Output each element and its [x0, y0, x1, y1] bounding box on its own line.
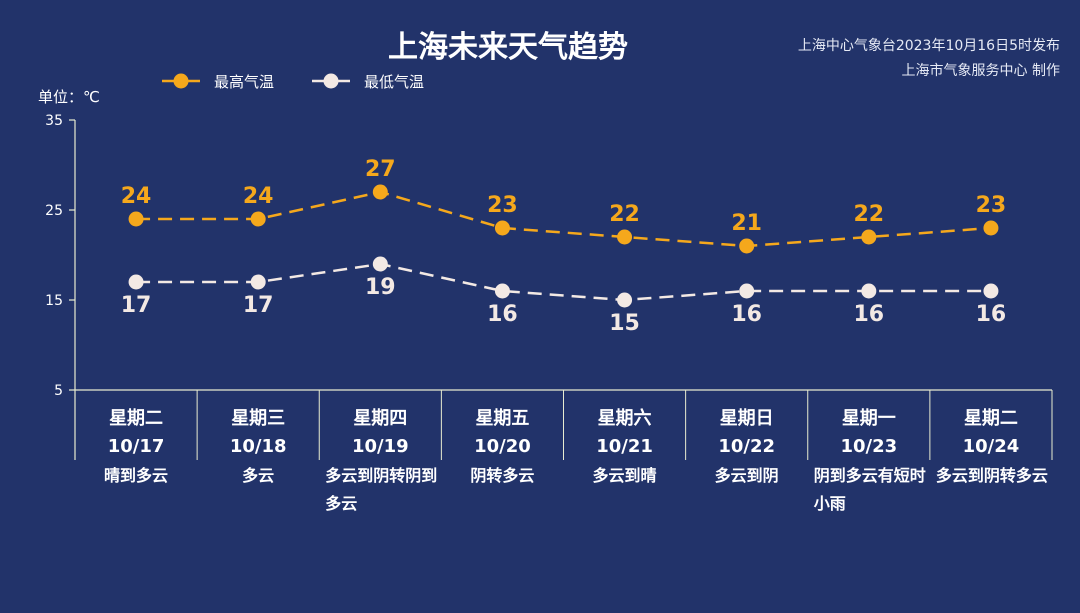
producer-line: 上海市气象服务中心 制作	[901, 63, 1060, 79]
unit-label: 单位：℃	[38, 88, 100, 106]
x-weekday-label: 星期六	[598, 407, 652, 429]
data-point-low	[250, 274, 266, 290]
legend-low-label: 最低气温	[364, 72, 425, 91]
weather-condition: 多云到阴转阴到多云	[325, 466, 438, 513]
x-date-label: 10/21	[596, 436, 653, 457]
x-date-label: 10/18	[230, 436, 287, 457]
data-label-low: 17	[121, 293, 152, 318]
issuer-line: 上海中心气象台2023年10月16日5时发布	[797, 38, 1060, 54]
y-tick-label: 5	[54, 383, 63, 399]
weather-condition: 多云	[242, 466, 275, 485]
x-date-label: 10/23	[840, 436, 897, 457]
data-label-low: 15	[609, 311, 640, 336]
legend-high: 最高气温	[160, 71, 274, 91]
data-label-high: 23	[976, 193, 1007, 218]
legend-low: 最低气温	[310, 71, 424, 91]
x-date-label: 10/17	[108, 436, 165, 457]
weather-condition: 多云到阴转多云	[935, 466, 1048, 485]
x-date-label: 10/24	[963, 436, 1020, 457]
data-point-low	[617, 292, 633, 308]
data-label-high: 24	[121, 184, 152, 209]
data-point-high	[617, 229, 633, 245]
data-point-low	[494, 283, 510, 299]
legend-high-marker	[162, 73, 200, 89]
x-date-label: 10/20	[474, 436, 531, 457]
data-label-low: 16	[731, 302, 762, 327]
weather-condition: 多云到晴	[592, 466, 657, 485]
x-weekday-label: 星期二	[964, 408, 1018, 429]
data-point-high	[372, 184, 388, 200]
y-tick-label: 35	[45, 113, 63, 129]
chart-title: 上海未来天气趋势	[388, 30, 628, 65]
data-point-high	[494, 220, 510, 236]
series-line-low	[136, 262, 991, 302]
weather-condition: 阴转多云	[470, 466, 535, 485]
weather-condition: 多云到阴	[714, 466, 779, 485]
data-label-low: 16	[854, 302, 885, 327]
x-weekday-label: 星期二	[109, 408, 163, 429]
x-weekday-label: 星期日	[720, 408, 774, 429]
data-point-low	[983, 283, 999, 299]
data-label-low: 16	[487, 302, 518, 327]
x-weekday-label: 星期五	[475, 408, 529, 429]
x-weekday-label: 星期三	[231, 408, 285, 429]
data-label-high: 24	[243, 184, 274, 209]
x-date-label: 10/22	[718, 436, 775, 457]
x-weekday-label: 星期四	[353, 408, 407, 429]
data-point-low	[372, 256, 388, 272]
data-label-high: 22	[854, 202, 885, 227]
x-weekday-label: 星期一	[842, 408, 896, 429]
data-label-high: 27	[365, 157, 396, 182]
data-point-high	[739, 238, 755, 254]
x-date-label: 10/19	[352, 436, 409, 457]
series-line-high	[136, 190, 992, 248]
data-label-high: 21	[731, 211, 762, 236]
data-point-high	[983, 220, 999, 236]
data-point-high	[128, 211, 144, 227]
data-label-high: 22	[609, 202, 640, 227]
y-tick-label: 15	[45, 293, 63, 309]
weather-condition: 晴到多云	[104, 466, 169, 485]
weather-condition: 阴到多云有短时小雨	[813, 466, 926, 513]
data-label-low: 16	[976, 302, 1007, 327]
data-label-low: 17	[243, 293, 274, 318]
data-point-high	[250, 211, 266, 227]
data-label-high: 23	[487, 193, 518, 218]
data-point-low	[739, 283, 755, 299]
data-point-high	[861, 229, 877, 245]
data-point-low	[128, 274, 144, 290]
legend-low-marker	[312, 73, 350, 89]
data-label-low: 19	[365, 275, 396, 300]
data-point-low	[861, 283, 877, 299]
y-tick-label: 25	[45, 203, 63, 219]
legend-high-label: 最高气温	[214, 72, 275, 91]
